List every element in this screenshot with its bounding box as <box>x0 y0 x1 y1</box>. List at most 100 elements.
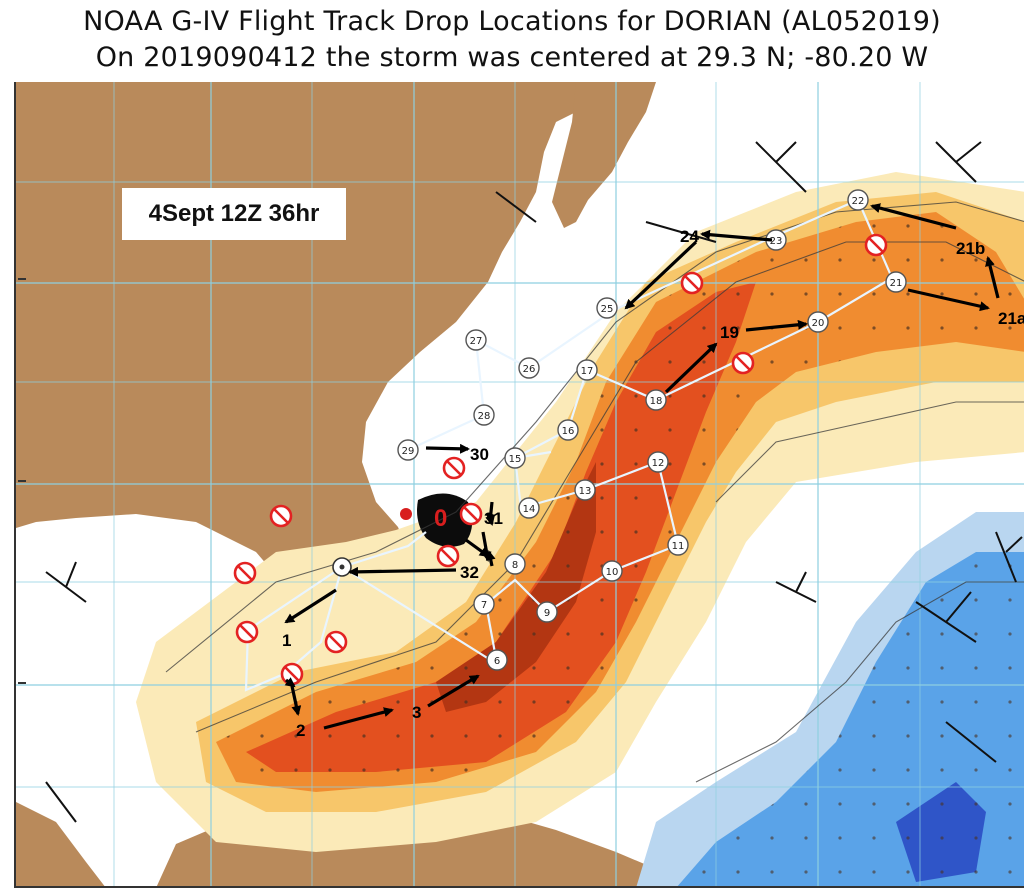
waypoint-28: 28 <box>473 404 495 426</box>
route-arrow <box>284 588 337 624</box>
annotation-label-31: 31 <box>484 509 503 528</box>
annotation-label-3: 3 <box>412 703 421 722</box>
annotation-label-21b: 21b <box>956 239 985 258</box>
waypoint-circle <box>885 271 907 293</box>
route-arrows-layer <box>284 203 1000 730</box>
waypoint-circle <box>536 601 558 623</box>
forecast-time-label: 4Sept 12Z 36hr <box>122 188 346 240</box>
route-arrow <box>624 240 698 310</box>
no-entry-icon <box>436 544 460 568</box>
waypoint-label: 28 <box>478 411 491 422</box>
waypoint-label: 11 <box>672 541 685 552</box>
storm-center-dot <box>400 508 412 520</box>
waypoint-label: 8 <box>512 560 518 571</box>
route-arrow <box>348 566 457 577</box>
waypoint-6: 6 <box>486 649 508 671</box>
cancelled-drops-layer <box>233 233 888 686</box>
land-yucatan <box>16 802 105 886</box>
waypoint-circle <box>601 560 623 582</box>
no-entry-icon <box>680 271 704 295</box>
waypoint-circle <box>807 311 829 333</box>
waypoint-label: 20 <box>812 318 825 329</box>
waypoint-circle <box>667 534 689 556</box>
waypoint-7: 7 <box>473 593 495 615</box>
waypoint-label: 27 <box>470 336 483 347</box>
contours <box>165 201 1024 783</box>
annotation-label-19: 19 <box>720 323 739 342</box>
waypoint-circle <box>847 189 869 211</box>
no-entry-icon <box>731 351 755 375</box>
no-entry-icon <box>864 233 888 257</box>
waypoint-25: 25 <box>596 297 618 319</box>
land-north-coast <box>552 82 656 228</box>
flight-track-map: 0 27262523222120181716151413121110987628… <box>16 82 1024 886</box>
no-entry-icon <box>280 662 304 686</box>
waypoint-label: 26 <box>523 364 536 375</box>
waypoint-label: 22 <box>852 196 865 207</box>
waypoint-label: 25 <box>601 304 614 315</box>
no-entry-icon <box>442 456 466 480</box>
annotation-label-24: 24 <box>680 227 699 246</box>
waypoint-circle <box>473 404 495 426</box>
map-title-line2: On 2019090412 the storm was centered at … <box>95 42 929 73</box>
waypoint-21: 21 <box>885 271 907 293</box>
waypoint-label: 7 <box>481 600 487 611</box>
waypoint-label: 23 <box>770 236 783 247</box>
waypoint-8: 8 <box>504 553 526 575</box>
route-arrow <box>284 677 296 688</box>
route-arrow <box>870 203 957 230</box>
waypoint-label: 16 <box>562 426 575 437</box>
waypoint-label: 15 <box>509 454 522 465</box>
waypoint-circle <box>504 553 526 575</box>
waypoint-circle <box>576 359 598 381</box>
waypoint-32-marker <box>332 557 352 577</box>
waypoint-label: 14 <box>523 504 536 515</box>
lat-tick <box>18 278 26 280</box>
no-entry-icon <box>269 504 293 528</box>
route-arrow <box>427 674 480 708</box>
waypoint-circle <box>518 357 540 379</box>
no-entry-icon <box>324 630 348 654</box>
lat-lon-grid <box>16 82 1024 886</box>
map-panel: 0 27 26 25 23 22 21 20 18 17 16 15 14 13 12 11 10 9 8 7 6 28… <box>14 82 1024 888</box>
waypoint-label: 13 <box>579 486 592 497</box>
waypoint-circle <box>486 649 508 671</box>
route-arrow <box>323 707 394 730</box>
waypoint-label: 12 <box>652 458 665 469</box>
waypoint-22: 22 <box>847 189 869 211</box>
route-arrow <box>664 342 718 394</box>
no-entry-icon <box>235 620 259 644</box>
storm-core <box>417 493 473 547</box>
waypoint-17: 17 <box>576 359 598 381</box>
no-entry-icon <box>459 502 483 526</box>
waypoint-circle <box>504 447 526 469</box>
waypoint-label: 17 <box>581 366 594 377</box>
waypoint-27: 27 <box>465 329 487 351</box>
waypoint-circle <box>596 297 618 319</box>
route-arrow <box>481 531 492 562</box>
waypoint-18: 18 <box>645 389 667 411</box>
route-arrow <box>745 319 808 332</box>
waypoint-20: 20 <box>807 311 829 333</box>
route-arrow <box>425 443 470 454</box>
route-arrow <box>907 288 990 312</box>
route-arrow <box>290 685 302 716</box>
route-arrow <box>700 229 773 242</box>
waypoint-26: 26 <box>518 357 540 379</box>
waypoint-circle <box>465 329 487 351</box>
waypoint-13: 13 <box>574 479 596 501</box>
waypoint-circle <box>397 439 419 461</box>
waypoint-circle <box>645 389 667 411</box>
waypoint-circle <box>518 497 540 519</box>
waypoint-label: 10 <box>606 567 619 578</box>
waypoint-29: 29 <box>397 439 419 461</box>
annotation-label-1: 1 <box>282 631 291 650</box>
no-entry-icon <box>233 561 257 585</box>
waypoint-12: 12 <box>647 451 669 473</box>
annotation-label-32: 32 <box>460 563 479 582</box>
waypoint-circle <box>473 593 495 615</box>
waypoint-circle <box>557 419 579 441</box>
waypoint-9: 9 <box>536 601 558 623</box>
lat-tick <box>18 480 26 482</box>
waypoint-11: 11 <box>667 534 689 556</box>
